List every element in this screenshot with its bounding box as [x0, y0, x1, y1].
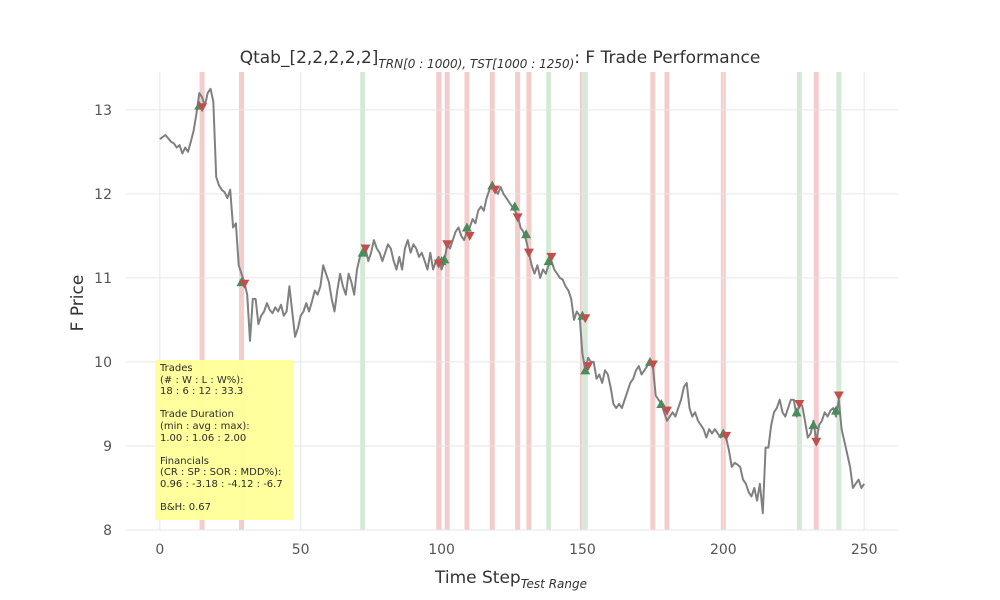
price-series: [159, 87, 866, 515]
price-line: [159, 87, 866, 515]
losing-trade-span: [436, 72, 442, 530]
buy-marker: [656, 398, 667, 408]
losing-trade-span: [515, 72, 521, 530]
sell-marker: [794, 399, 805, 409]
x-tick-label: 250: [851, 542, 878, 558]
chart-title: Qtab_[2,2,2,2,2]TRN[0 : 1000), TST[1000 …: [240, 48, 761, 71]
trade-stats-box: Trades (# : W : L : W%): 18 : 6 : 12 : 3…: [155, 360, 294, 520]
sell-marker: [833, 391, 844, 401]
sell-marker: [490, 185, 501, 195]
duration-values: 1.00 : 1.06 : 2.00: [160, 432, 247, 444]
losing-trade-span: [526, 72, 532, 530]
losing-trade-span: [664, 72, 670, 530]
y-tick-label: 9: [103, 439, 112, 455]
y-tick-label: 12: [94, 187, 112, 203]
financials-values: 0.96 : -3.18 : -4.12 : -6.7: [160, 478, 283, 490]
grid-lines: [126, 72, 898, 531]
sell-marker: [464, 231, 475, 241]
sell-marker: [433, 259, 444, 269]
x-tick-label: 200: [710, 542, 737, 558]
buy-marker: [521, 229, 532, 239]
sell-marker: [580, 314, 591, 324]
duration-title: Trade Duration: [160, 409, 234, 421]
losing-trade-span: [239, 72, 245, 530]
y-tick-label: 8: [103, 523, 112, 539]
sell-marker: [546, 252, 557, 262]
buy-marker: [808, 419, 819, 429]
x-tick-label: 50: [292, 542, 310, 558]
buy-marker: [831, 405, 842, 415]
trades-header: (# : W : L : W%):: [160, 374, 244, 386]
losing-trade-span: [199, 72, 205, 530]
losing-trade-span: [650, 72, 656, 530]
trades-values: 18 : 6 : 12 : 33.3: [160, 386, 244, 398]
x-tick-label: 0: [155, 542, 164, 558]
trade-markers: [194, 100, 844, 447]
losing-trade-span: [489, 72, 495, 530]
winning-trade-span: [546, 72, 552, 530]
losing-trade-span: [813, 72, 819, 530]
buy-marker: [580, 365, 591, 375]
sell-marker: [512, 213, 523, 223]
y-tick-label: 13: [94, 103, 112, 119]
financials-title: Financials: [160, 455, 209, 467]
buy-marker: [543, 256, 554, 266]
buy-marker: [791, 407, 802, 417]
trades-title: Trades: [160, 363, 193, 374]
sell-marker: [811, 437, 822, 447]
winning-trade-span: [836, 72, 842, 530]
tick-labels: 0 50 100 150 200 250 8 9 10 11 12 13: [94, 103, 877, 558]
sell-marker: [661, 406, 672, 416]
sell-marker: [239, 279, 250, 289]
financials-header: (CR : SP : SOR : MDD%):: [160, 467, 282, 479]
sell-marker: [583, 362, 594, 372]
sell-marker: [647, 360, 658, 370]
losing-trade-span: [444, 72, 450, 530]
sell-marker: [197, 103, 208, 113]
duration-header: (min : avg : max):: [160, 420, 250, 432]
x-tick-label: 100: [428, 542, 455, 558]
y-axis-label: F Price: [68, 275, 88, 332]
losing-trade-span: [464, 72, 470, 530]
sell-marker: [360, 244, 371, 254]
sell-marker: [523, 248, 534, 258]
sell-marker: [442, 240, 453, 250]
y-tick-label: 10: [94, 355, 112, 371]
x-axis-label: Time StepTest Range: [434, 568, 587, 591]
buy-marker: [509, 201, 520, 211]
winning-trade-span: [796, 72, 802, 530]
sell-marker: [721, 431, 732, 441]
trade-spans: [199, 72, 842, 530]
winning-trade-span: [582, 72, 588, 530]
x-tick-label: 150: [569, 542, 596, 558]
buy-marker: [357, 247, 368, 257]
buy-marker: [461, 222, 472, 232]
winning-trade-span: [360, 72, 366, 530]
buy-and-hold: B&H: 0.67: [160, 502, 211, 514]
y-tick-label: 11: [94, 271, 112, 287]
